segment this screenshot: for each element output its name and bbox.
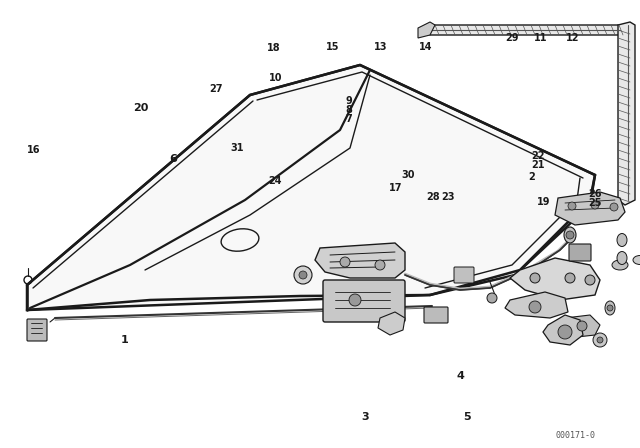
Circle shape	[530, 273, 540, 283]
FancyBboxPatch shape	[27, 319, 47, 341]
Text: 8: 8	[346, 105, 352, 115]
Text: 25: 25	[588, 198, 602, 208]
Text: 14: 14	[419, 42, 433, 52]
Text: 22: 22	[531, 151, 545, 161]
Text: 3: 3	[361, 412, 369, 422]
Polygon shape	[510, 258, 600, 300]
Circle shape	[607, 305, 613, 311]
Text: 26: 26	[588, 189, 602, 198]
Text: 12: 12	[566, 33, 580, 43]
Text: 17: 17	[388, 183, 403, 193]
Circle shape	[565, 273, 575, 283]
Text: 24: 24	[268, 177, 282, 186]
Polygon shape	[565, 315, 600, 338]
Polygon shape	[618, 22, 635, 205]
Text: 000171-0: 000171-0	[555, 431, 595, 439]
FancyBboxPatch shape	[323, 280, 405, 322]
Ellipse shape	[617, 251, 627, 264]
Circle shape	[597, 337, 603, 343]
Circle shape	[299, 271, 307, 279]
Polygon shape	[315, 243, 405, 278]
Circle shape	[529, 301, 541, 313]
Circle shape	[349, 294, 361, 306]
Circle shape	[591, 201, 599, 209]
Text: 16: 16	[26, 145, 40, 155]
Polygon shape	[543, 315, 583, 345]
Circle shape	[577, 321, 587, 331]
Ellipse shape	[617, 233, 627, 246]
Circle shape	[566, 231, 574, 239]
Text: 30: 30	[401, 170, 415, 180]
Text: 11: 11	[534, 33, 548, 43]
Polygon shape	[27, 65, 595, 310]
Text: 27: 27	[209, 84, 223, 94]
FancyBboxPatch shape	[569, 244, 591, 261]
Ellipse shape	[633, 255, 640, 264]
Polygon shape	[555, 192, 625, 225]
Polygon shape	[505, 292, 568, 318]
FancyBboxPatch shape	[424, 307, 448, 323]
Circle shape	[375, 260, 385, 270]
Text: 6: 6	[169, 154, 177, 164]
Circle shape	[294, 266, 312, 284]
Circle shape	[487, 293, 497, 303]
Text: 21: 21	[531, 160, 545, 170]
Polygon shape	[378, 312, 405, 335]
Circle shape	[610, 203, 618, 211]
Circle shape	[593, 333, 607, 347]
Text: 19: 19	[537, 197, 551, 207]
Ellipse shape	[612, 260, 628, 270]
Text: 13: 13	[374, 42, 388, 52]
Text: 9: 9	[346, 96, 352, 106]
Text: 31: 31	[230, 143, 244, 153]
Text: 7: 7	[346, 114, 352, 124]
Text: 18: 18	[267, 43, 281, 53]
Text: 1: 1	[121, 336, 129, 345]
Text: 28: 28	[426, 192, 440, 202]
Text: 15: 15	[326, 42, 340, 52]
Text: 20: 20	[133, 103, 148, 112]
Text: 10: 10	[268, 73, 282, 83]
Circle shape	[568, 202, 576, 210]
Text: 4: 4	[457, 371, 465, 381]
Text: 2: 2	[528, 172, 534, 182]
Polygon shape	[418, 22, 435, 38]
Polygon shape	[425, 25, 625, 35]
Ellipse shape	[605, 301, 615, 315]
Ellipse shape	[564, 227, 576, 243]
Circle shape	[558, 325, 572, 339]
Text: 23: 23	[441, 192, 455, 202]
Circle shape	[340, 257, 350, 267]
Text: 29: 29	[505, 33, 519, 43]
Text: 5: 5	[463, 412, 471, 422]
Circle shape	[585, 275, 595, 285]
FancyBboxPatch shape	[454, 267, 474, 283]
